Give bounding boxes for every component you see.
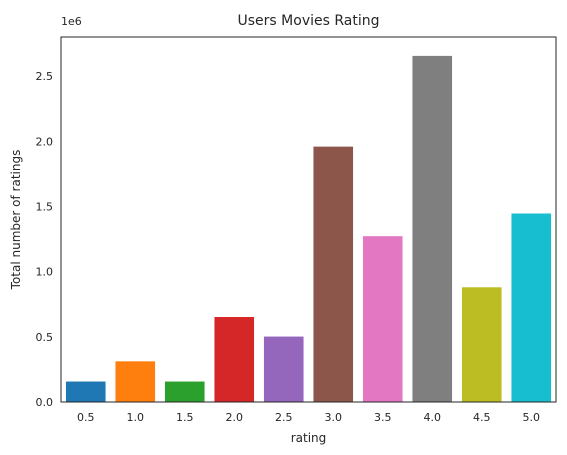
bar-1.5 bbox=[164, 381, 205, 402]
bar-3.5 bbox=[362, 236, 403, 402]
x-axis-ticks: 0.5 1.0 1.5 2.0 2.5 3.0 3.5 4.0 4.5 5.0 bbox=[77, 411, 540, 424]
y-tick-label: 0.5 bbox=[36, 331, 54, 344]
bar-0.5 bbox=[65, 381, 106, 402]
bar-3.0 bbox=[313, 146, 354, 402]
x-tick-label: 2.0 bbox=[226, 411, 244, 424]
y-axis-ticks: 0.0 0.5 1.0 1.5 2.0 2.5 bbox=[36, 70, 54, 409]
y-tick-label: 1.5 bbox=[36, 200, 54, 213]
bar-4.5 bbox=[461, 287, 502, 402]
x-tick-label: 1.5 bbox=[176, 411, 194, 424]
y-tick-label: 0.0 bbox=[36, 396, 54, 409]
bar-5.0 bbox=[511, 213, 552, 402]
y-tick-label: 2.5 bbox=[36, 70, 54, 83]
bar-2.5 bbox=[263, 336, 304, 402]
x-tick-label: 2.5 bbox=[275, 411, 293, 424]
bar-2.0 bbox=[214, 317, 255, 402]
y-axis-label: Total number of ratings bbox=[9, 150, 23, 291]
x-tick-label: 0.5 bbox=[77, 411, 95, 424]
bars-group bbox=[65, 55, 552, 402]
y-tick-label: 1.0 bbox=[36, 266, 54, 279]
bar-4.0 bbox=[412, 55, 453, 402]
x-tick-label: 4.0 bbox=[424, 411, 442, 424]
x-axis-label: rating bbox=[291, 431, 327, 445]
y-tick-label: 2.0 bbox=[36, 135, 54, 148]
x-tick-label: 1.0 bbox=[127, 411, 145, 424]
chart-title: Users Movies Rating bbox=[238, 13, 380, 29]
x-tick-label: 5.0 bbox=[523, 411, 541, 424]
x-tick-label: 4.5 bbox=[473, 411, 491, 424]
bar-1.0 bbox=[115, 361, 156, 402]
x-tick-label: 3.0 bbox=[325, 411, 343, 424]
x-tick-label: 3.5 bbox=[374, 411, 392, 424]
y-axis-offset-label: 1e6 bbox=[61, 15, 82, 28]
plot-frame bbox=[60, 36, 557, 403]
